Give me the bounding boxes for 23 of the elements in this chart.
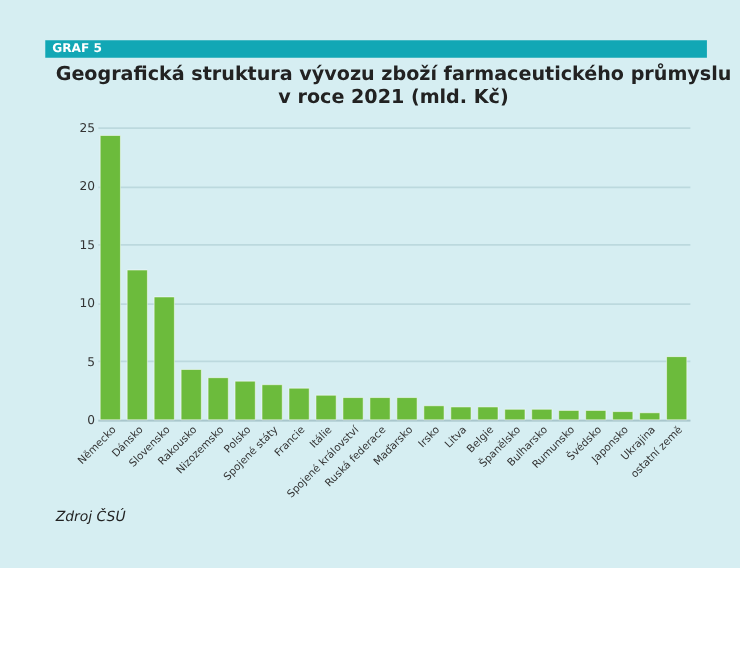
bar: [126, 269, 148, 421]
bar: [261, 384, 283, 421]
bar: [639, 412, 661, 421]
bar: [558, 410, 580, 421]
bar: [585, 410, 607, 421]
bar: [531, 409, 553, 421]
bar: [666, 356, 688, 421]
bar: [423, 405, 445, 421]
chart-title: Geografická struktura vývozu zboží farmaceutického průmyslu v roce 2021 (mld. Kč): [55, 62, 732, 109]
bar: [342, 397, 364, 421]
bar: [207, 377, 229, 421]
bar: [504, 409, 526, 421]
bar: [477, 406, 499, 421]
bar: [450, 406, 472, 421]
bar: [396, 397, 418, 421]
bar: [180, 369, 202, 421]
bar: [369, 397, 391, 421]
bar: [234, 380, 256, 421]
bar: [153, 296, 175, 421]
bar: [315, 394, 337, 421]
bar: [612, 411, 634, 421]
bar: [99, 135, 121, 421]
bar: [288, 387, 310, 421]
